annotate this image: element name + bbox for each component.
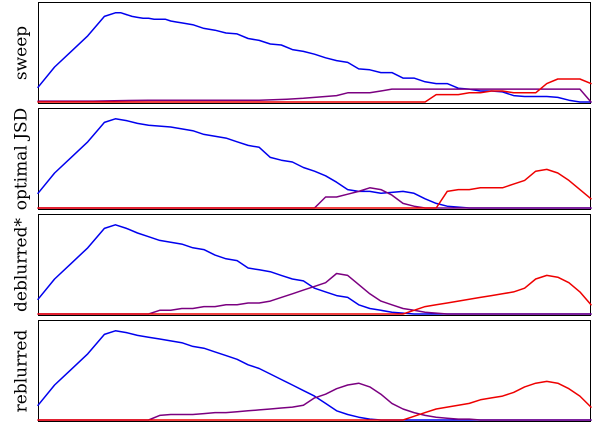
series-line-3 [37, 78, 592, 103]
panel-frame [38, 320, 591, 422]
panel-frame [38, 214, 591, 316]
panel-frame [38, 108, 591, 210]
series-line-2 [37, 382, 592, 421]
panel-2: optimal JSD [12, 108, 592, 211]
series-line-1 [37, 118, 592, 209]
panel-1: sweep [12, 2, 592, 104]
series-line-1 [37, 224, 592, 315]
panel-3: deblurred* [12, 214, 592, 316]
panel-frame [38, 2, 591, 104]
series-line-3 [37, 168, 592, 209]
panel-ylabel: reblurred [12, 330, 32, 413]
panel-ylabel: optimal JSD [12, 108, 32, 211]
panel-ylabel: deblurred* [12, 218, 32, 312]
series-line-2 [37, 187, 592, 209]
panel-ylabel: sweep [12, 26, 32, 80]
panel-4: reblurred [12, 320, 592, 422]
series-line-2 [37, 88, 592, 103]
series-line-3 [37, 274, 592, 315]
series-line-3 [37, 380, 592, 421]
series-line-2 [37, 272, 592, 315]
series-line-1 [37, 330, 592, 421]
